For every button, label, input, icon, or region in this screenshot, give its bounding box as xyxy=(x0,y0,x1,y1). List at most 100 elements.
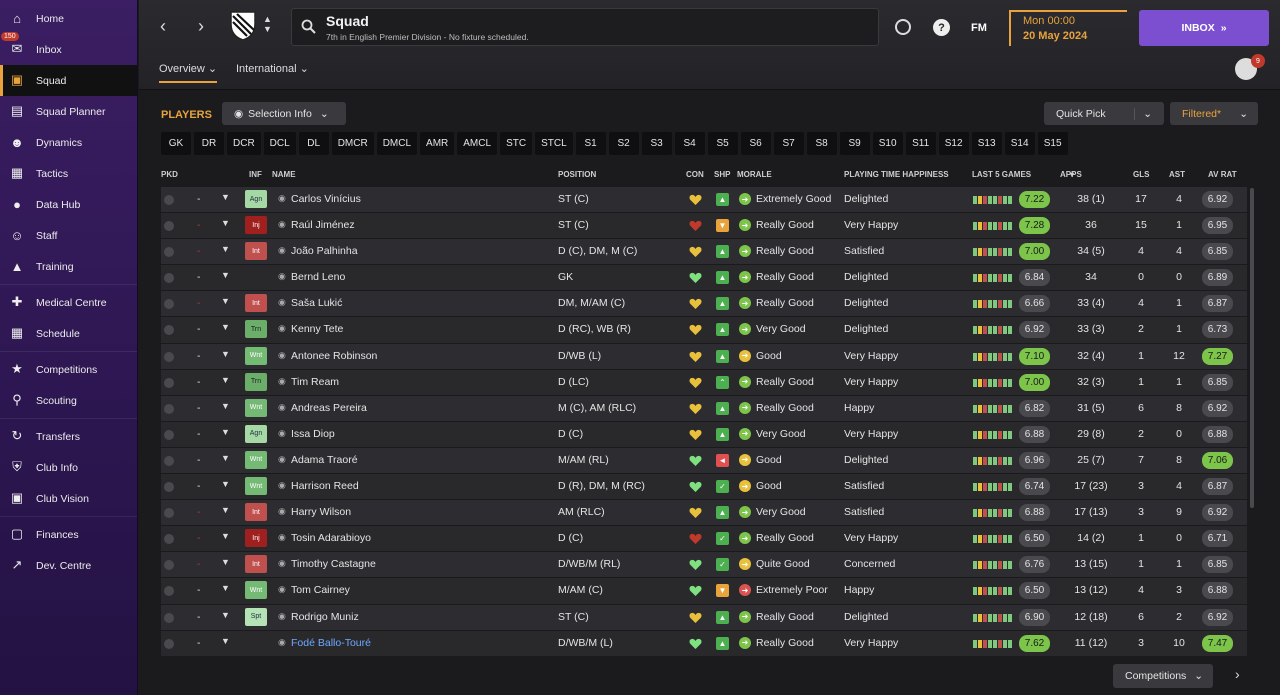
pick-toggle[interactable] xyxy=(164,482,174,493)
pick-toggle[interactable] xyxy=(164,638,174,649)
position-filter-dl[interactable]: DL xyxy=(298,132,329,155)
selection-info-dropdown[interactable]: ◉ Selection Info ⌄ xyxy=(222,102,346,125)
chevron-down-icon[interactable]: ▼ xyxy=(221,244,230,255)
selection-status[interactable]: - xyxy=(197,297,201,310)
position-filter-s8[interactable]: S8 xyxy=(806,132,837,155)
position-filter-s13[interactable]: S13 xyxy=(971,132,1002,155)
table-row[interactable]: - ▼ ◉ Bernd Leno GK ▲ ➜ Really Good Delighted 6.8… xyxy=(161,265,1247,292)
position-filter-s15[interactable]: S15 xyxy=(1037,132,1068,155)
tab-overview[interactable]: Overview ⌄ xyxy=(159,62,218,83)
col-position[interactable]: POSITION xyxy=(558,170,597,179)
player-name[interactable]: Tom Cairney xyxy=(291,584,350,597)
tab-international[interactable]: International ⌄ xyxy=(236,63,309,75)
player-name[interactable]: Timothy Castagne xyxy=(291,558,376,571)
chevron-down-icon[interactable]: ▼ xyxy=(221,609,230,620)
position-filter-s12[interactable]: S12 xyxy=(938,132,969,155)
player-name[interactable]: Bernd Leno xyxy=(291,271,346,284)
selection-status[interactable]: - xyxy=(197,349,201,362)
chevron-down-icon[interactable]: ▼ xyxy=(221,583,230,594)
sidebar-item-squad[interactable]: ▣ Squad xyxy=(0,65,137,96)
global-icon[interactable] xyxy=(895,19,911,35)
pick-toggle[interactable] xyxy=(164,429,174,440)
pick-toggle[interactable] xyxy=(164,403,174,414)
position-filter-s10[interactable]: S10 xyxy=(872,132,903,155)
position-filter-dmcr[interactable]: DMCR xyxy=(331,132,374,155)
table-row[interactable]: - ▼ Wnt ◉ Harrison Reed D (R), DM, M (RC) ✓ ➜ Go… xyxy=(161,474,1247,501)
chevron-down-icon[interactable]: ▼ xyxy=(221,322,230,333)
table-row[interactable]: - ▼ Inj ◉ Raúl Jiménez ST (C) ▼ ➜ Really Good Ver… xyxy=(161,213,1247,240)
selection-status[interactable]: - xyxy=(197,453,201,466)
selection-status[interactable]: - xyxy=(197,375,201,388)
chevron-down-icon[interactable]: ▼ xyxy=(221,557,230,568)
chevron-down-icon[interactable]: ▼ xyxy=(221,426,230,437)
position-filter-s3[interactable]: S3 xyxy=(641,132,672,155)
table-row[interactable]: - ▼ Wnt ◉ Antonee Robinson D/WB (L) ▲ ➜ Good Very… xyxy=(161,343,1247,370)
sidebar-item-schedule[interactable]: ▦ Schedule xyxy=(0,318,137,349)
chevron-down-icon[interactable]: ▼ xyxy=(221,531,230,542)
selection-status[interactable]: - xyxy=(197,558,201,571)
position-filter-s14[interactable]: S14 xyxy=(1004,132,1035,155)
player-name[interactable]: Antonee Robinson xyxy=(291,349,378,362)
player-name[interactable]: Harry Wilson xyxy=(291,506,352,519)
table-scrollbar[interactable] xyxy=(1250,188,1254,508)
sidebar-item-squad-planner[interactable]: ▤ Squad Planner xyxy=(0,96,137,127)
col-con[interactable]: CON xyxy=(686,170,704,179)
chevron-down-icon[interactable]: ▼ xyxy=(221,400,230,411)
sidebar-item-finances[interactable]: ▢ Finances xyxy=(0,519,137,550)
quick-pick-dropdown[interactable]: Quick Pick ⌄ xyxy=(1044,102,1164,125)
chevron-down-icon[interactable]: ▼ xyxy=(221,374,230,385)
player-name[interactable]: Adama Traoré xyxy=(291,453,358,466)
table-row[interactable]: - ▼ Spt ◉ Rodrigo Muniz ST (C) ▲ ➜ Really Good De… xyxy=(161,604,1247,631)
table-row[interactable]: - ▼ Int ◉ João Palhinha D (C), DM, M (C) ▲ ➜ Rea… xyxy=(161,239,1247,266)
position-filter-s5[interactable]: S5 xyxy=(707,132,738,155)
selection-status[interactable]: - xyxy=(197,506,201,519)
col-name[interactable]: NAME xyxy=(272,170,296,179)
sidebar-item-dynamics[interactable]: ☻ Dynamics xyxy=(0,127,137,158)
pick-toggle[interactable] xyxy=(164,586,174,597)
player-name[interactable]: Saša Lukić xyxy=(291,297,343,310)
pick-toggle[interactable] xyxy=(164,273,174,284)
table-row[interactable]: - ▼ Trn ◉ Tim Ream D (LC) ⌃ ➜ Really Good Very Ha… xyxy=(161,369,1247,396)
position-filter-gk[interactable]: GK xyxy=(161,132,191,155)
position-filter-amr[interactable]: AMR xyxy=(420,132,455,155)
date-time-panel[interactable]: Mon 00:00 20 May 2024 xyxy=(1009,10,1127,46)
table-row[interactable]: - ▼ ◉ Fodé Ballo-Touré D/WB/M (L) ▲ ➜ Really Go… xyxy=(161,630,1247,657)
chevron-down-icon[interactable]: ▼ xyxy=(221,296,230,307)
club-switch-chevrons-icon[interactable]: ▲ ▼ xyxy=(263,14,272,34)
chevron-down-icon[interactable]: ▼ xyxy=(221,505,230,516)
selection-status[interactable]: - xyxy=(197,610,201,623)
position-filter-dr[interactable]: DR xyxy=(194,132,224,155)
player-name[interactable]: Harrison Reed xyxy=(291,480,359,493)
table-row[interactable]: - ▼ Int ◉ Saša Lukić DM, M/AM (C) ▲ ➜ Really Goo… xyxy=(161,291,1247,318)
selection-status[interactable]: - xyxy=(197,636,201,649)
selection-status[interactable]: - xyxy=(197,480,201,493)
selection-status[interactable]: - xyxy=(197,271,201,284)
col-morale[interactable]: MORALE xyxy=(737,170,772,179)
table-row[interactable]: - ▼ Inj ◉ Tosin Adarabioyo D (C) ✓ ➜ Really Good… xyxy=(161,526,1247,553)
sidebar-item-dev-centre[interactable]: ↗ Dev. Centre xyxy=(0,550,137,581)
selection-status[interactable]: - xyxy=(197,193,201,205)
pick-toggle[interactable] xyxy=(164,612,174,623)
chevron-down-icon[interactable]: ▼ xyxy=(221,635,230,646)
sidebar-item-medical-centre[interactable]: ✚ Medical Centre xyxy=(0,287,137,318)
player-name[interactable]: Fodé Ballo-Touré xyxy=(291,636,371,649)
selection-status[interactable]: - xyxy=(197,323,201,336)
selection-status[interactable]: - xyxy=(197,401,201,414)
col-inf[interactable]: INF xyxy=(249,170,262,179)
chevron-down-icon[interactable]: ▼ xyxy=(221,270,230,281)
position-filter-dmcl[interactable]: DMCL xyxy=(376,132,418,155)
player-name[interactable]: Raúl Jiménez xyxy=(291,219,355,232)
position-filter-s4[interactable]: S4 xyxy=(674,132,705,155)
col-avrat[interactable]: AV RAT xyxy=(1208,170,1237,179)
player-name[interactable]: Andreas Pereira xyxy=(291,401,367,414)
table-row[interactable]: - ▼ Agn ◉ Issa Diop D (C) ▲ ➜ Very Good Very Happ… xyxy=(161,421,1247,448)
selection-status[interactable]: - xyxy=(197,584,201,597)
selection-status[interactable]: - xyxy=(197,219,201,232)
help-icon[interactable]: ? xyxy=(933,19,950,36)
selection-status[interactable]: - xyxy=(197,427,201,440)
filter-dropdown[interactable]: Filtered* ⌄ xyxy=(1170,102,1258,125)
table-row[interactable]: - ▼ Wnt ◉ Tom Cairney M/AM (C) ▼ ➜ Extremely Poo… xyxy=(161,578,1247,605)
table-row[interactable]: - ▼ Int ◉ Timothy Castagne D/WB/M (RL) ✓ ➜ Quite… xyxy=(161,552,1247,579)
chevron-down-icon[interactable]: ▼ xyxy=(221,348,230,359)
fm-logo[interactable]: FM xyxy=(971,22,987,34)
